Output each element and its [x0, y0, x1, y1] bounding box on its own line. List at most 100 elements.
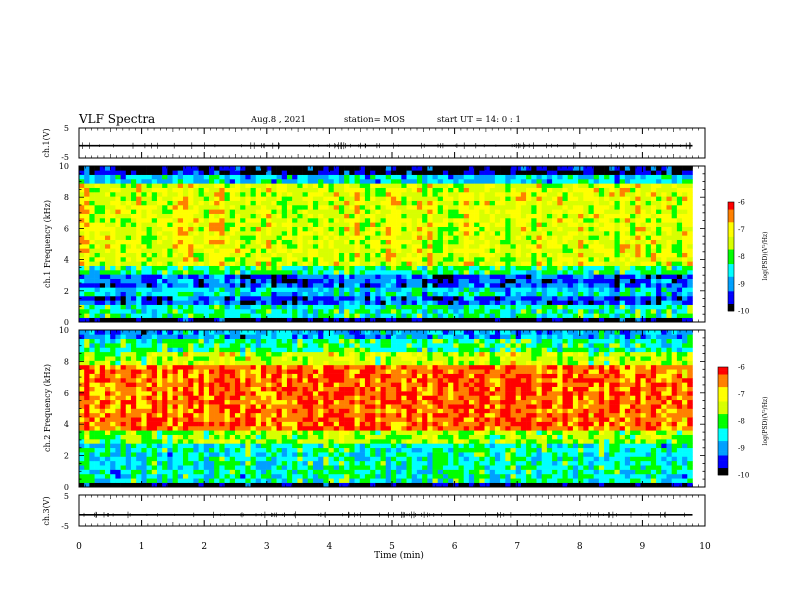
ch1-spectrogram-cell: [266, 222, 272, 227]
ch1-spectrogram-cell: [224, 300, 231, 305]
ch1-spectrogram-cell: [219, 196, 225, 201]
ch1-spectrogram-cell: [318, 187, 324, 193]
ch1-spectrogram-cell: [645, 291, 652, 297]
ch1-spectrogram-cell: [115, 274, 121, 279]
ch1-spectrogram-cell: [141, 317, 147, 323]
ch1-spectrogram-cell: [312, 179, 319, 184]
ch1-spectrogram-cell: [500, 209, 506, 214]
ch1-spectrogram-cell: [656, 287, 662, 292]
ch2-spectrogram-cell: [79, 465, 85, 470]
ch1-spectrogram-cell: [640, 257, 646, 262]
ch1-spectrogram-cell: [406, 222, 413, 227]
ch1-spectrogram-cell: [650, 278, 657, 284]
ch1-spectrogram-cell: [167, 231, 173, 236]
ch1-spectrogram-cell: [250, 231, 257, 236]
ch1-spectrogram-cell: [390, 274, 397, 279]
ch1-spectrogram-cell: [333, 309, 340, 314]
ch1-spectrogram-cell: [177, 239, 184, 245]
ch1-spectrogram-cell: [276, 174, 283, 180]
ch1-spectrogram-cell: [312, 248, 319, 253]
ch1-spectrogram-cell: [427, 291, 433, 297]
ch1-spectrogram-cell: [266, 317, 272, 323]
ch1-spectrogram-cell: [292, 278, 298, 284]
ch1-spectrogram-cell: [224, 261, 231, 266]
ch1-spectrogram-cell: [510, 274, 517, 279]
ch1-spectrogram-cell: [193, 300, 199, 305]
ch1-spectrogram-cell: [474, 257, 480, 262]
ch1-spectrogram-cell: [552, 179, 558, 184]
ch1-spectrogram-cell: [94, 291, 101, 297]
ch1-spectrogram-cell: [333, 196, 340, 201]
ch1-spectrogram-cell: [276, 261, 283, 266]
ch1-spectrogram-cell: [307, 174, 314, 180]
ch1-spectrogram-cell: [167, 291, 173, 297]
ch1-spectrogram-cell: [416, 309, 423, 314]
ch1-spectrogram-cell: [536, 309, 543, 314]
ch1-spectrogram-cell: [614, 244, 620, 249]
ch1-spectrogram-cell: [214, 287, 220, 292]
ch1-spectrogram-cell: [640, 270, 646, 275]
ch1-spectrogram-cell: [255, 296, 262, 301]
ch1-spectrogram-cell: [562, 248, 569, 253]
ch1-spectrogram-cell: [390, 166, 397, 171]
ch1-spectrogram-cell: [604, 187, 610, 193]
ch1-spectrogram-cell: [546, 179, 553, 184]
ch1-spectrogram-cell: [125, 274, 132, 279]
ch1-spectrogram-cell: [453, 231, 459, 236]
ch1-spectrogram-cell: [401, 235, 407, 240]
ch1-spectrogram-cell: [650, 174, 657, 180]
ch1-spectrogram-cell: [318, 205, 324, 210]
ch1-spectrogram-cell: [130, 209, 137, 214]
ch1-spectrogram-cell: [84, 278, 90, 284]
ch1-spectrogram-cell: [380, 231, 387, 236]
ch1-spectrogram-cell: [136, 174, 142, 180]
ch1-spectrogram-cell: [177, 257, 184, 262]
ch1-spectrogram-cell: [182, 231, 189, 236]
ch1-spectrogram-cell: [193, 252, 199, 258]
ch1-spectrogram-cell: [401, 213, 407, 219]
ch1-spectrogram-cell: [172, 278, 179, 284]
ch2-spectrogram-cell: [84, 425, 90, 431]
ch1-spectrogram-cell: [266, 265, 272, 271]
ch1-spectrogram-cell: [588, 174, 594, 180]
ch1-spectrogram-cell: [671, 174, 678, 180]
ch1-spectrogram-cell: [354, 248, 361, 253]
ch1-spectrogram-cell: [182, 300, 189, 305]
ch1-spectrogram-cell: [125, 287, 132, 292]
ch1-spectrogram-cell: [489, 174, 496, 180]
ch1-spectrogram-cell: [671, 291, 678, 297]
ch1-spectrogram-cell: [671, 283, 678, 288]
ch1-spectrogram-cell: [84, 291, 90, 297]
ch1-spectrogram-cell: [79, 304, 85, 310]
ch2-spectrogram-cell: [94, 430, 101, 435]
ch1-spectrogram-cell: [79, 313, 85, 318]
ch1-spectrogram-cell: [162, 179, 168, 184]
ch1-spectrogram-cell: [630, 313, 636, 318]
ch1-spectrogram-cell: [359, 309, 366, 314]
ch1-spectrogram-cell: [406, 248, 413, 253]
ch1-spectrogram-cell: [219, 179, 225, 184]
ch1-spectrogram-cell: [141, 300, 147, 305]
ch1-spectrogram-cell: [146, 166, 153, 171]
ch1-spectrogram-cell: [349, 274, 355, 279]
ch1-spectrogram-cell: [390, 261, 397, 266]
ch1-spectrogram-cell: [214, 309, 220, 314]
ch1-spectrogram-cell: [604, 257, 610, 262]
ch1-spectrogram-cell: [656, 200, 662, 206]
ch1-spectrogram-cell: [531, 170, 537, 175]
ch1-spectrogram-cell: [578, 244, 584, 249]
ch1-spectrogram-cell: [463, 248, 470, 253]
ch1-spectrogram-cell: [531, 257, 537, 262]
ch1-spectrogram-cell: [260, 205, 267, 210]
ch1-spectrogram-cell: [104, 252, 111, 258]
ch1-spectrogram-cell: [380, 248, 387, 253]
ch1-spectrogram-cell: [531, 205, 537, 210]
ch1-spectrogram-cell: [89, 174, 95, 180]
ch1-spectrogram-cell: [193, 235, 199, 240]
ch1-spectrogram-cell: [281, 270, 288, 275]
ch1-spectrogram-cell: [120, 278, 127, 284]
ch1-spectrogram-cell: [484, 270, 491, 275]
ch1-spectrogram-cell: [593, 209, 600, 214]
ch1-spectrogram-cell: [255, 174, 262, 180]
